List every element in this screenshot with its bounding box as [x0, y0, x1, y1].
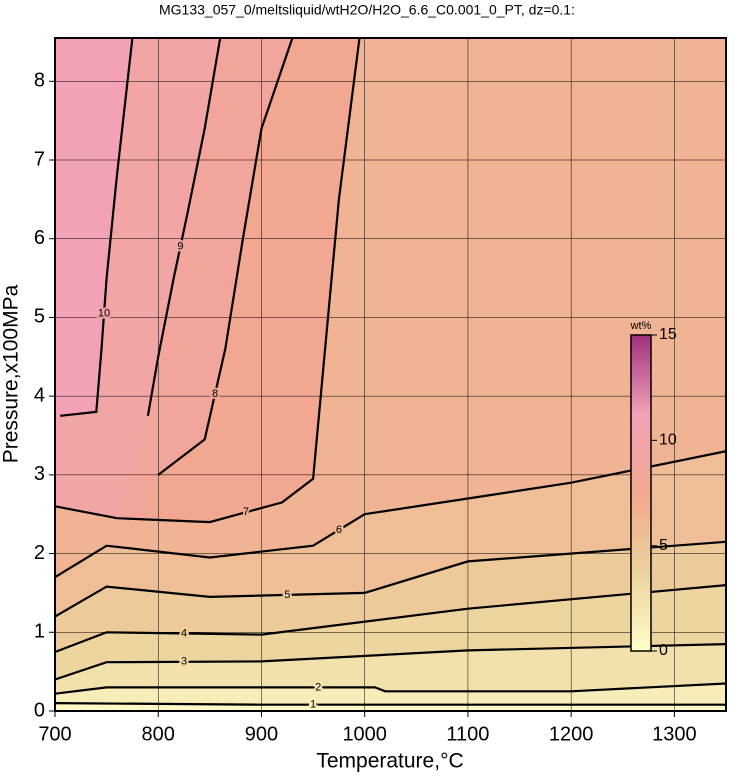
contour-label: 4 — [181, 627, 187, 639]
colorbar-tick-label: 0 — [659, 642, 668, 659]
colorbar-tick-label: 10 — [659, 432, 677, 449]
y-tick-label: 1 — [34, 621, 45, 643]
contour-label: 9 — [177, 240, 183, 252]
contour-band — [55, 38, 726, 711]
x-tick-label: 900 — [245, 723, 278, 745]
x-tick-label: 1000 — [342, 723, 387, 745]
contour-label: 1 — [310, 699, 316, 711]
y-tick-label: 6 — [34, 227, 45, 249]
contour-line — [55, 450, 726, 579]
x-tick-label: 1100 — [446, 723, 489, 745]
chart-title: MG133_057_0/meltsliquid/wtH2O/H2O_6.6_C0… — [159, 2, 575, 18]
contour-label: 10 — [98, 307, 110, 319]
contour-label: 2 — [315, 681, 321, 693]
colorbar-label: wt% — [630, 320, 652, 332]
x-tick-label: 1300 — [652, 723, 697, 745]
x-axis-label: Temperature,°C — [316, 750, 463, 773]
contour-line — [55, 643, 726, 681]
contour-label: 8 — [212, 388, 218, 400]
x-tick-label: 1200 — [549, 723, 594, 745]
x-tick-label: 700 — [38, 723, 71, 745]
y-tick-label: 8 — [34, 70, 45, 92]
y-tick-label: 0 — [34, 699, 45, 721]
contour-fills — [55, 38, 726, 711]
contour-label: 5 — [284, 589, 290, 601]
contour-band — [55, 38, 726, 711]
contour-line — [55, 540, 726, 618]
x-tick-label: 800 — [142, 723, 175, 745]
plot-frame — [54, 37, 727, 712]
contour-line — [55, 584, 726, 654]
colorbar — [630, 334, 652, 652]
contour-line — [55, 38, 361, 524]
y-axis-label: Pressure,x100MPa — [0, 284, 23, 463]
y-tick-label: 7 — [34, 148, 45, 170]
contour-label: 7 — [243, 506, 249, 518]
contour-line — [60, 38, 134, 417]
contour-line — [55, 702, 726, 706]
y-tick-label: 3 — [34, 463, 45, 485]
contour-label: 6 — [336, 524, 342, 536]
colorbar-tick-label: 15 — [659, 326, 677, 343]
y-tick-label: 5 — [34, 306, 45, 328]
y-tick-label: 4 — [34, 384, 45, 406]
y-tick-label: 2 — [34, 542, 45, 564]
colorbar-tick-label: 5 — [659, 537, 668, 554]
contour-lines: 10 9 8 7 6 5 4 3 2 1 — [55, 38, 726, 711]
contour-label: 3 — [181, 656, 187, 668]
contour-line — [157, 38, 294, 476]
contour-line — [55, 682, 726, 695]
contour-line — [146, 38, 222, 416]
axes: 700 800 900 1000 1100 1200 1300012345678wt%051… — [34, 37, 727, 745]
